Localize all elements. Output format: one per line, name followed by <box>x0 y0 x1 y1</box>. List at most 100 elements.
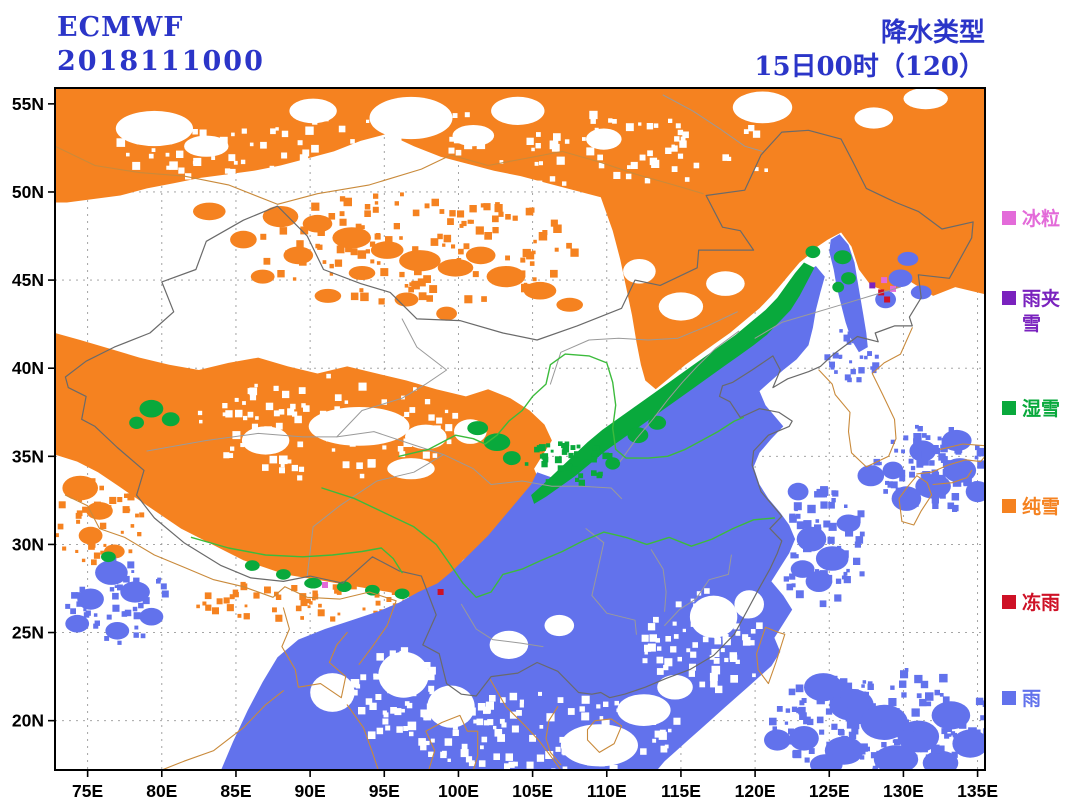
lon-tick-label: 125E <box>809 781 850 801</box>
lat-tick-label: 20N <box>12 711 44 731</box>
snow-holes <box>115 110 193 147</box>
river-line <box>398 353 744 459</box>
axis-labels: 75E 80E 85E 90E 95E 100E 105E 110E 115E 120E 125E 1… <box>12 94 998 801</box>
rain-holes <box>544 614 575 637</box>
border-line <box>55 145 704 205</box>
border-line <box>818 327 913 468</box>
border-line <box>146 318 448 452</box>
freezing-rain-specks <box>437 589 444 595</box>
legend-item: 冻雨 <box>1002 592 1078 617</box>
legend-label: 湿雪 <box>1022 399 1061 420</box>
wet-snow-patches <box>304 577 322 589</box>
lat-tick-label: 55N <box>12 94 44 114</box>
legend-swatch <box>1002 401 1016 415</box>
lon-tick-label: 90E <box>295 781 326 801</box>
border-line <box>443 454 623 500</box>
legend-label: 纯雪 <box>1022 497 1061 518</box>
snow-patches <box>465 246 496 265</box>
rain-patches <box>857 465 885 487</box>
wet-snow-patches <box>832 281 845 293</box>
rain-patches <box>105 622 130 640</box>
legend-swatch <box>1002 595 1016 609</box>
rain-holes <box>657 674 693 700</box>
border-line <box>650 549 667 612</box>
snow-patches <box>314 288 342 303</box>
border-line <box>754 286 901 339</box>
snow-holes <box>387 458 435 480</box>
snow-holes <box>732 91 793 124</box>
wet-snow-patches <box>805 245 821 259</box>
rain-patches <box>965 481 985 503</box>
wet-snow-patches <box>276 569 291 580</box>
river-line <box>321 487 776 598</box>
sleet-specks <box>869 282 876 289</box>
rain-patches <box>787 482 809 501</box>
snow-holes <box>369 96 453 140</box>
border-line <box>939 443 985 450</box>
freezing-rain-specks <box>884 296 891 303</box>
lon-tick-label: 105E <box>512 781 553 801</box>
snow-holes <box>903 88 948 110</box>
chart-title: 降水类型 <box>880 18 985 48</box>
rain-patches <box>910 285 932 300</box>
border-line <box>756 626 786 685</box>
snow-patches <box>436 306 457 321</box>
legend: 冰粒雨夹雪湿雪纯雪冻雨雨 <box>1002 0 1078 810</box>
wet-snow-patches <box>336 581 352 592</box>
wet-snow-patches <box>244 560 260 571</box>
lat-tick-label: 25N <box>12 623 44 643</box>
map-frame <box>54 87 986 771</box>
wet-snow-band <box>531 262 815 504</box>
lon-tick-label: 130E <box>883 781 924 801</box>
snow-patches <box>193 202 226 221</box>
rain-patches <box>888 269 913 288</box>
snow-north-band <box>55 88 985 390</box>
lon-tick-label: 135E <box>957 781 998 801</box>
border-line <box>460 603 544 648</box>
legend-item: 冰粒 <box>1002 208 1078 233</box>
legend-label: 冻雨 <box>1022 593 1061 614</box>
wet-snow-patches <box>502 451 521 466</box>
rain-patches <box>95 560 128 585</box>
snow-patches <box>262 206 299 228</box>
model-name: ECMWF <box>57 12 184 43</box>
border-line <box>586 718 623 753</box>
rain-holes <box>734 590 764 619</box>
lat-tick-label: 30N <box>12 534 44 554</box>
border-line <box>549 311 738 385</box>
border-line <box>306 431 445 577</box>
lat-tick-label: 45N <box>12 270 44 290</box>
border-line <box>545 706 562 766</box>
legend-swatch <box>1002 691 1016 705</box>
river-line <box>190 536 403 574</box>
snow-holes <box>184 135 229 157</box>
rain-patches <box>897 251 919 266</box>
snow-holes <box>658 292 704 321</box>
wet-snow-patches <box>129 416 145 429</box>
snow-patches <box>250 269 275 284</box>
lat-tick-label: 35N <box>12 446 44 466</box>
snow-holes <box>854 107 894 129</box>
border-line <box>489 677 562 770</box>
snow-patches <box>348 266 376 280</box>
lon-tick-label: 95E <box>369 781 400 801</box>
lon-tick-label: 100E <box>438 781 479 801</box>
lon-tick-label: 120E <box>735 781 776 801</box>
lon-tick-label: 85E <box>220 781 251 801</box>
snow-patches <box>523 281 557 300</box>
wet-snow-patches <box>139 399 164 418</box>
border-line <box>425 714 479 770</box>
rain-patches <box>764 729 791 751</box>
wet-snow-patches <box>467 421 489 436</box>
wet-snow-patches <box>833 250 852 265</box>
ice-pellet-specks <box>322 582 328 588</box>
wet-snow-patches <box>483 433 511 452</box>
snow-patches <box>556 297 583 312</box>
rain-holes <box>689 595 738 638</box>
rain-holes <box>489 630 529 660</box>
border-line <box>64 494 397 665</box>
border-line <box>664 554 732 626</box>
legend-item: 雨夹雪 <box>1002 288 1078 337</box>
legend-item: 雨 <box>1002 688 1078 713</box>
